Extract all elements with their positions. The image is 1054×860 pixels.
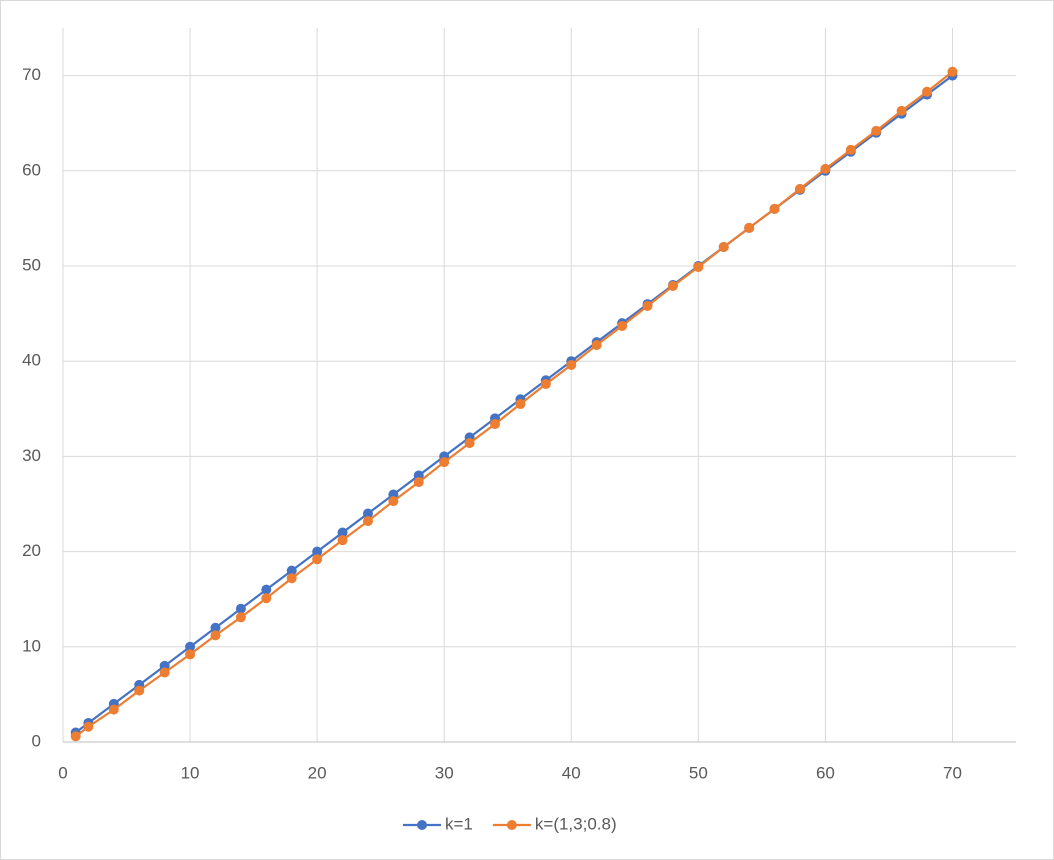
data-point xyxy=(439,457,450,468)
data-point xyxy=(464,438,475,449)
data-point xyxy=(667,280,678,291)
data-point xyxy=(794,183,805,194)
data-point xyxy=(871,125,882,136)
series-line xyxy=(75,70,954,738)
x-tick-label: 40 xyxy=(562,763,581,782)
data-point xyxy=(922,86,933,97)
data-point xyxy=(210,622,221,633)
x-tick-label: 70 xyxy=(943,763,962,782)
data-point xyxy=(286,565,297,576)
y-tick-label: 50 xyxy=(22,255,41,274)
y-tick-label: 40 xyxy=(22,351,41,370)
data-point xyxy=(693,261,704,272)
data-point xyxy=(769,203,780,214)
data-point xyxy=(362,508,373,519)
data-point xyxy=(235,612,246,623)
data-point xyxy=(312,546,323,557)
data-point xyxy=(337,535,348,546)
data-point xyxy=(108,704,119,715)
data-point xyxy=(185,649,196,660)
data-point xyxy=(210,630,221,641)
data-point xyxy=(70,731,81,742)
data-point xyxy=(540,379,551,390)
y-tick-label: 20 xyxy=(22,541,41,560)
data-point xyxy=(820,163,831,174)
data-point xyxy=(718,241,729,252)
data-point xyxy=(185,641,196,652)
data-point xyxy=(413,477,424,488)
x-tick-label: 0 xyxy=(58,763,67,782)
legend-label: k=1 xyxy=(445,814,473,833)
data-point xyxy=(261,593,272,604)
data-point xyxy=(845,144,856,155)
data-point xyxy=(83,721,94,732)
x-tick-label: 10 xyxy=(181,763,200,782)
data-point xyxy=(134,685,145,696)
data-point xyxy=(362,516,373,527)
y-tick-label: 30 xyxy=(22,446,41,465)
data-point xyxy=(566,360,577,371)
y-tick-label: 0 xyxy=(32,731,41,750)
legend-marker xyxy=(506,820,517,830)
legend: k=1 k=(1,3;0.8) xyxy=(403,814,617,833)
data-point xyxy=(744,222,755,233)
data-point xyxy=(490,419,501,430)
legend-marker xyxy=(417,820,427,830)
data-point xyxy=(591,340,602,351)
data-point xyxy=(286,573,297,584)
x-tick-label: 60 xyxy=(816,763,835,782)
data-point xyxy=(617,320,628,331)
y-tick-label: 10 xyxy=(22,636,41,655)
data-point xyxy=(388,496,399,507)
legend-label: k=(1,3;0.8) xyxy=(535,814,617,833)
y-tick-label: 60 xyxy=(22,160,41,179)
y-tick-label: 70 xyxy=(22,65,41,84)
x-tick-label: 30 xyxy=(435,763,454,782)
data-point xyxy=(337,527,348,538)
data-point xyxy=(312,554,323,565)
data-point xyxy=(235,603,246,614)
data-point xyxy=(159,667,170,678)
data-point xyxy=(642,300,653,311)
data-point xyxy=(947,66,958,77)
x-tick-label: 50 xyxy=(689,763,708,782)
data-point xyxy=(261,584,272,595)
data-point xyxy=(896,105,907,116)
x-tick-label: 20 xyxy=(308,763,327,782)
data-point xyxy=(515,399,526,410)
